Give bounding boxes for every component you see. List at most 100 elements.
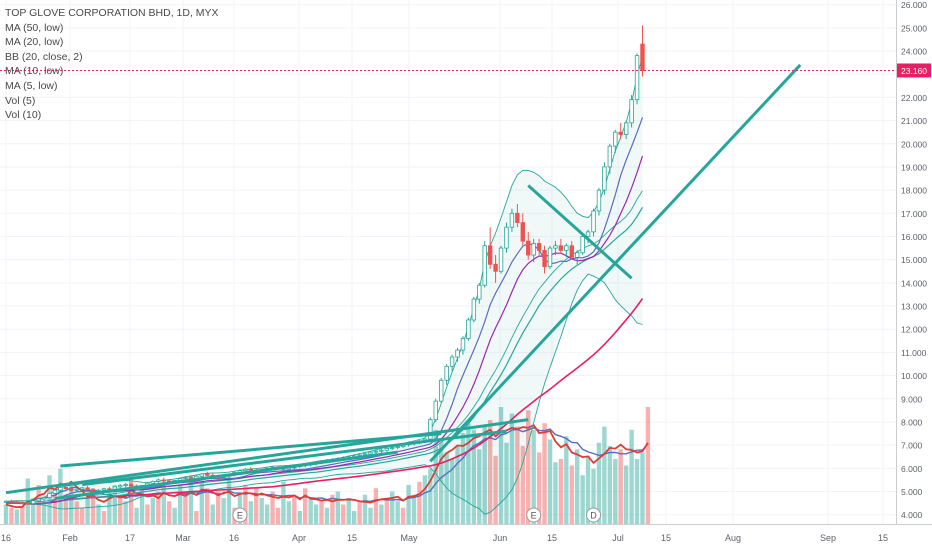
candle	[591, 208, 596, 237]
volume-bar	[183, 494, 188, 524]
volume-bar	[101, 511, 107, 524]
candle-body	[640, 43, 645, 71]
candle	[444, 364, 449, 385]
candle-body	[547, 247, 553, 268]
bb-basis-line	[5, 190, 643, 503]
volume-bar	[585, 455, 591, 524]
volume-bar	[254, 488, 259, 524]
candle	[79, 486, 85, 492]
legend-vol10[interactable]: Vol (10)	[5, 109, 42, 122]
candle-body	[460, 338, 466, 351]
candle-body	[493, 263, 498, 272]
time-tick-label: 15	[878, 533, 888, 543]
legend-ma5[interactable]: MA (5, low)	[5, 79, 58, 92]
candle-body	[368, 451, 373, 455]
volume-bar	[9, 507, 14, 524]
time-tick-label: 16	[229, 533, 239, 543]
event-marker-label: D	[590, 511, 597, 521]
volume-bar	[346, 498, 351, 524]
legend-bb[interactable]: BB (20, close, 2)	[5, 50, 83, 63]
candle	[596, 187, 602, 216]
candle-body	[3, 500, 9, 503]
candle	[36, 498, 41, 502]
volume-bar	[79, 507, 85, 524]
volume-bar	[341, 504, 346, 524]
candle-body	[30, 500, 36, 504]
event-marker-circle	[232, 507, 248, 523]
candle-body	[438, 379, 444, 402]
candle	[564, 243, 569, 258]
price-tick-label: 5.000	[901, 487, 923, 497]
last-price-badge-bg	[897, 63, 931, 78]
volume-bar	[602, 426, 607, 524]
price-tick-label: 4.000	[901, 510, 923, 520]
candle-body	[90, 489, 96, 492]
time-tick-label: Aug	[725, 533, 741, 543]
volume-bar	[482, 426, 487, 524]
candle	[498, 245, 504, 274]
candle	[542, 245, 547, 274]
candle-body	[36, 498, 41, 502]
candle	[47, 492, 52, 499]
candle	[161, 477, 166, 483]
candle-body	[123, 484, 128, 486]
candle-body	[526, 240, 531, 256]
volume-bars	[3, 407, 651, 524]
volume-bar	[303, 488, 308, 524]
candle	[602, 162, 607, 195]
candle-body	[569, 245, 574, 258]
trendline	[81, 429, 507, 487]
candle-body	[596, 189, 602, 212]
volume-bar	[466, 423, 471, 524]
candle-body	[634, 55, 640, 101]
volume-bar	[118, 494, 123, 524]
volume-bar	[455, 446, 460, 524]
last-price-badge-label: 23.160	[901, 66, 927, 76]
volume-bar	[259, 498, 264, 524]
candle	[248, 466, 253, 472]
volume-bar	[243, 485, 248, 524]
volume-bar	[205, 488, 210, 524]
time-axis-bg	[0, 524, 932, 550]
price-tick-label: 16.000	[901, 232, 927, 242]
legend-ma20[interactable]: MA (20, low)	[5, 36, 64, 49]
volume-bar	[96, 504, 101, 524]
legend-vol5[interactable]: Vol (5)	[5, 94, 36, 107]
candle-body	[455, 349, 460, 358]
volume-bar	[531, 429, 536, 524]
volume-bar	[20, 506, 25, 524]
candle-body	[52, 489, 58, 494]
candle-body	[623, 122, 629, 135]
price-tick-label: 13.000	[901, 302, 927, 312]
candle-body	[553, 245, 558, 249]
legend-ma10[interactable]: MA (10, low)	[5, 65, 64, 78]
volume-bar	[313, 504, 319, 524]
volume-bar	[107, 491, 112, 524]
candle-body	[205, 473, 210, 476]
price-tick-label: 6.000	[901, 464, 923, 474]
volume-bar	[324, 507, 330, 524]
candle-body	[199, 473, 205, 477]
candle-body	[520, 222, 525, 242]
bb-fill	[6, 57, 643, 515]
event-marker-e: E	[232, 507, 248, 523]
candle-body	[515, 212, 520, 223]
legend-ma50[interactable]: MA (50, low)	[5, 21, 64, 34]
trendline	[60, 432, 442, 468]
volume-bar	[471, 429, 477, 524]
volume-bar	[292, 494, 297, 524]
candle-body	[428, 419, 433, 440]
volume-bar	[14, 509, 20, 524]
candle-body	[128, 484, 134, 487]
candle-body	[362, 453, 368, 456]
volume-bar	[422, 475, 428, 524]
volume-bar	[275, 507, 281, 524]
volume-bar	[400, 507, 406, 524]
candle-body	[74, 488, 79, 491]
volume-bar	[411, 494, 417, 524]
time-tick-label: May	[400, 533, 418, 543]
candle	[466, 317, 471, 341]
time-tick-label: 17	[125, 533, 135, 543]
